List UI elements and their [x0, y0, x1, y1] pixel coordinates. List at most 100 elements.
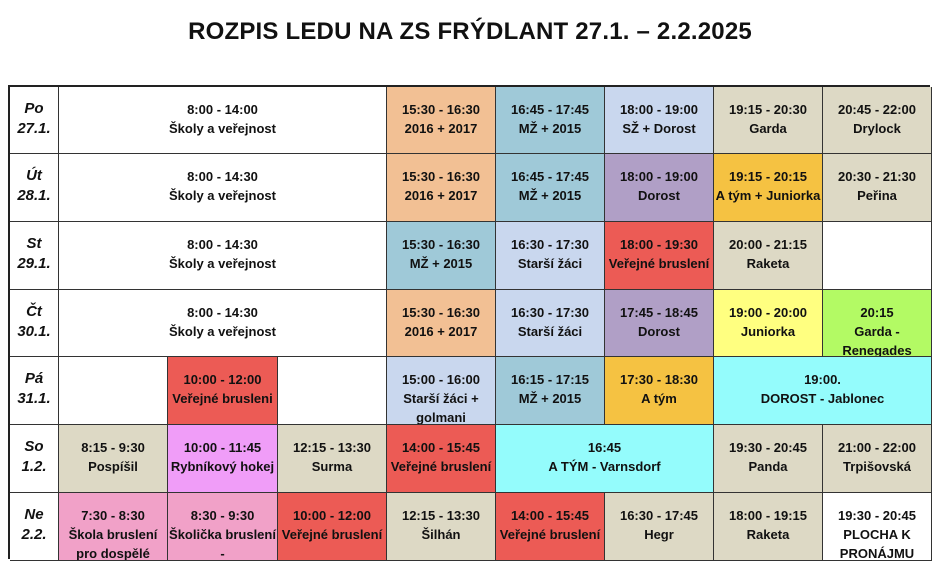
slot-time: 16:15 - 17:15: [510, 372, 590, 387]
slot-time: 16:30 - 17:30: [510, 305, 590, 320]
day-date: 27.1.: [17, 120, 51, 137]
slot-label: A tým + Juniorka: [715, 188, 821, 203]
schedule-slot: 16:30 - 17:30 Starší žáci: [496, 290, 605, 357]
slot-time: 8:15 - 9:30: [81, 440, 145, 455]
schedule-slot: 15:30 - 16:30 2016 + 2017: [387, 87, 496, 154]
slot-label: Školy a veřejnost: [169, 121, 276, 136]
schedule-slot: 16:45 - 17:45 MŽ + 2015: [496, 154, 605, 222]
schedule-slot: 18:00 - 19:00 SŽ + Dorost: [605, 87, 714, 154]
schedule-slot: 18:00 - 19:15 Raketa: [714, 493, 823, 561]
day-cell: Po 27.1.: [10, 87, 59, 154]
slot-time: 21:00 - 22:00: [837, 440, 917, 455]
slot-label: 2016 + 2017: [404, 121, 478, 136]
day-name: Ne: [24, 506, 44, 523]
slot-time: 16:30 - 17:45: [619, 508, 699, 523]
schedule-slot: 10:00 - 11:45 Rybníkový hokej: [168, 425, 278, 493]
day-cell: St 29.1.: [10, 222, 59, 290]
day-name: Čt: [26, 303, 42, 320]
schedule-slot: 20:15 Garda - Renegades: [823, 290, 932, 357]
slot-label: Surma: [311, 459, 353, 474]
slot-label: MŽ + 2015: [518, 391, 582, 406]
day-name: Pá: [24, 370, 44, 387]
slot-label: Veřejné bruslení: [608, 256, 710, 271]
schedule-slot: 8:00 - 14:30 Školy a veřejnost: [59, 290, 387, 357]
schedule-slot: 19:15 - 20:30 Garda: [714, 87, 823, 154]
slot-label: Školy a veřejnost: [169, 324, 276, 339]
slot-label: Pospíšil: [88, 459, 138, 474]
slot-label: Veřejné bruslení: [281, 527, 383, 542]
schedule-slot: 18:00 - 19:30 Veřejné bruslení: [605, 222, 714, 290]
slot-label: MŽ + 2015: [409, 256, 473, 271]
slot-label: Šilhán: [421, 527, 461, 542]
day-date: 30.1.: [17, 323, 51, 340]
slot-time: 19:30 - 20:45: [837, 508, 917, 523]
schedule-slot: 19:00 - 20:00 Juniorka: [714, 290, 823, 357]
day-date: 28.1.: [17, 187, 51, 204]
schedule-slot: [59, 357, 168, 425]
slot-label: Raketa: [746, 256, 790, 271]
schedule-slot: 18:00 - 19:00 Dorost: [605, 154, 714, 222]
slot-time: 20:45 - 22:00: [837, 102, 917, 117]
slot-label: Trpišovská: [843, 459, 911, 474]
schedule-slot: [823, 222, 932, 290]
schedule-slot: 14:00 - 15:45 Veřejné bruslení: [496, 493, 605, 561]
slot-time: 19:15 - 20:30: [728, 102, 808, 117]
slot-time: 10:00 - 12:00: [183, 372, 262, 387]
schedule-slot: 16:45 A TÝM - Varnsdorf: [496, 425, 714, 493]
slot-time: 8:00 - 14:30: [187, 169, 258, 184]
slot-time: 10:00 - 12:00: [292, 508, 372, 523]
slot-time: 17:45 - 18:45: [619, 305, 699, 320]
schedule-slot: 16:15 - 17:15 MŽ + 2015: [496, 357, 605, 425]
schedule-slot: 10:00 - 12:00 Veřejné brusleni: [168, 357, 278, 425]
slot-label: 2016 + 2017: [404, 324, 478, 339]
slot-label: Dorost: [638, 188, 680, 203]
day-cell: Út 28.1.: [10, 154, 59, 222]
slot-time: 16:45 - 17:45: [510, 102, 590, 117]
slot-label: SŽ + Dorost: [622, 121, 696, 136]
slot-time: 15:30 - 16:30: [401, 169, 481, 184]
slot-time: 8:00 - 14:30: [187, 237, 258, 252]
schedule-slot: 15:30 - 16:30 MŽ + 2015: [387, 222, 496, 290]
slot-time: 12:15 - 13:30: [292, 440, 372, 455]
slot-time: 12:15 - 13:30: [401, 508, 481, 523]
slot-time: 19:30 - 20:45: [728, 440, 808, 455]
slot-label: Raketa: [746, 527, 790, 542]
slot-label-continued: Renegades: [842, 343, 912, 357]
slot-time: 18:00 - 19:00: [619, 169, 699, 184]
slot-time: 8:00 - 14:30: [187, 305, 258, 320]
schedule-slot: 8:00 - 14:30 Školy a veřejnost: [59, 222, 387, 290]
day-name: Po: [24, 100, 44, 117]
schedule-table: Po 27.1. 8:00 - 14:00 Školy a veřejnost 15:3…: [8, 85, 932, 561]
schedule-slot: 16:45 - 17:45 MŽ + 2015: [496, 87, 605, 154]
slot-time: 14:00 - 15:45: [401, 440, 481, 455]
slot-label: Garda -: [854, 324, 900, 339]
schedule-slot: 8:00 - 14:00 Školy a veřejnost: [59, 87, 387, 154]
day-date: 1.2.: [21, 458, 47, 475]
schedule-slot: 14:00 - 15:45 Veřejné bruslení: [387, 425, 496, 493]
slot-label: DOROST - Jablonec: [760, 391, 885, 406]
slot-label: Drylock: [853, 121, 901, 136]
slot-label: Školy a veřejnost: [169, 188, 276, 203]
slot-label: PLOCHA K: [843, 527, 911, 542]
schedule-slot: 8:00 - 14:30 Školy a veřejnost: [59, 154, 387, 222]
day-name: So: [24, 438, 44, 455]
slot-label-continued: PRONÁJMU: [839, 546, 915, 561]
slot-time: 18:00 - 19:30: [619, 237, 699, 252]
day-name: St: [26, 235, 42, 252]
slot-time: 15:30 - 16:30: [401, 237, 481, 252]
day-cell: Ne 2.2.: [10, 493, 59, 561]
day-date: 2.2.: [21, 526, 47, 543]
slot-label: Hegr: [644, 527, 674, 542]
schedule-slot: 19:30 - 20:45 Panda: [714, 425, 823, 493]
slot-time: 8:30 - 9:30: [190, 508, 255, 523]
schedule-slot: 19:15 - 20:15 A tým + Juniorka: [714, 154, 823, 222]
schedule-slot: 7:30 - 8:30 Škola bruslení pro dospělé: [59, 493, 168, 561]
day-date: 31.1.: [17, 390, 51, 407]
slot-label: Školička bruslení -: [169, 527, 276, 561]
day-cell: Pá 31.1.: [10, 357, 59, 425]
slot-label-continued: pro dospělé: [76, 546, 150, 561]
schedule-slot: [278, 357, 387, 425]
page-title: ROZPIS LEDU NA ZS FRÝDLANT 27.1. – 2.2.2…: [188, 18, 752, 45]
slot-label: Veřejné bruslení: [390, 459, 492, 474]
